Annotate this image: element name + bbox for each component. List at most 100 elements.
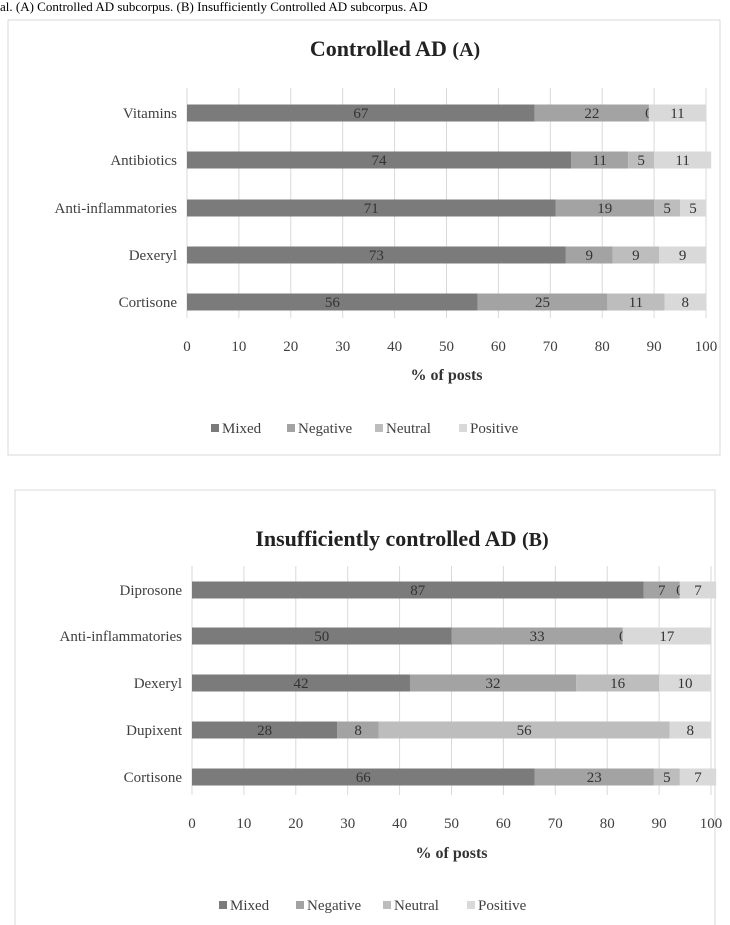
data-label: 5 xyxy=(663,770,671,786)
x-tick-label: 20 xyxy=(288,816,303,832)
legend-label: Mixed xyxy=(222,421,262,437)
data-label: 23 xyxy=(587,770,602,786)
bar-segment-negative xyxy=(409,674,577,692)
bar-segment-mixed xyxy=(192,627,452,645)
category-label: Cortisone xyxy=(119,295,178,311)
x-tick-label: 70 xyxy=(548,816,563,832)
bar-segment-positive xyxy=(679,581,717,599)
legend-swatch xyxy=(219,901,227,909)
bar-segment-positive xyxy=(679,768,717,786)
data-label: 71 xyxy=(364,201,379,217)
chart-title-text: Controlled AD xyxy=(310,36,453,61)
data-label: 11 xyxy=(629,295,643,311)
data-label: 73 xyxy=(369,248,384,264)
data-label: 16 xyxy=(610,676,626,692)
panel-insufficiently-controlled-ad: Insufficiently controlled AD (B) 0 10 20 30 4… xyxy=(14,489,723,925)
data-label: 67 xyxy=(353,106,369,122)
data-label: 11 xyxy=(675,153,689,169)
bar-segment-neutral xyxy=(628,151,655,169)
x-tick-label: 10 xyxy=(236,816,251,832)
bar-segment-mixed xyxy=(192,721,338,739)
chart-title: Controlled AD (A) xyxy=(310,36,480,61)
x-tick-label: 50 xyxy=(444,816,459,832)
legend-label: Mixed xyxy=(230,898,270,914)
bar-segment-positive xyxy=(654,151,712,169)
data-label: 5 xyxy=(663,201,671,217)
legend-label: Positive xyxy=(478,898,527,914)
bar-segment-positive xyxy=(648,104,706,122)
data-label: 9 xyxy=(632,248,640,264)
bar-segment-positive xyxy=(622,627,711,645)
data-label: 5 xyxy=(637,153,645,169)
data-label: 9 xyxy=(679,248,687,264)
data-label: 7 xyxy=(694,583,702,599)
chart-title-tag: (A) xyxy=(452,39,480,61)
bar-segment-positive xyxy=(659,246,706,264)
x-tick-label: 20 xyxy=(283,339,298,355)
x-tick-label: 40 xyxy=(387,339,402,355)
data-label: 66 xyxy=(356,770,372,786)
bar-segment-negative xyxy=(337,721,379,739)
data-label: 5 xyxy=(689,201,697,217)
legend-swatch xyxy=(211,424,219,432)
bar-segment-neutral xyxy=(654,199,681,217)
bar-segment-negative xyxy=(534,104,649,122)
category-label: Dexeryl xyxy=(129,248,177,264)
category-label: Cortisone xyxy=(124,770,183,786)
data-label: 33 xyxy=(530,629,545,645)
legend-swatch xyxy=(296,901,304,909)
data-label: 8 xyxy=(686,723,694,739)
legend-label: Neutral xyxy=(386,421,431,437)
data-label: 56 xyxy=(325,295,341,311)
chart-title-text: Insufficiently controlled AD xyxy=(255,526,522,551)
x-tick-label: 30 xyxy=(340,816,355,832)
x-tick-label: 30 xyxy=(335,339,350,355)
x-tick-label: 40 xyxy=(392,816,407,832)
bar-segment-mixed xyxy=(187,104,535,122)
bar-segment-negative xyxy=(534,768,654,786)
panel-controlled-ad: Controlled AD (A) 0 10 20 30 40 50 60 70 80 90 100 V… xyxy=(7,19,721,456)
bar-segment-neutral xyxy=(576,674,660,692)
bar-segment-positive xyxy=(669,721,711,739)
category-label: Dexeryl xyxy=(134,676,182,692)
bar-segment-mixed xyxy=(192,581,644,599)
chart-frame xyxy=(14,489,716,925)
x-axis-label: % of posts xyxy=(415,845,487,862)
bar-segment-mixed xyxy=(192,768,535,786)
data-label: 32 xyxy=(486,676,501,692)
data-label: 9 xyxy=(585,248,593,264)
bar-segment-mixed xyxy=(187,246,566,264)
category-label: Vitamins xyxy=(123,106,177,122)
data-label: 7 xyxy=(658,583,666,599)
chart-frame xyxy=(7,19,721,456)
legend-label: Negative xyxy=(298,421,352,437)
x-tick-label: 100 xyxy=(700,816,723,832)
bar-segment-mixed xyxy=(187,151,572,169)
data-label: 50 xyxy=(314,629,329,645)
legend-swatch xyxy=(287,424,295,432)
x-tick-label: 60 xyxy=(491,339,506,355)
bar-segment-mixed xyxy=(192,674,410,692)
x-tick-label: 100 xyxy=(695,339,718,355)
category-label: Dupixent xyxy=(126,723,183,739)
data-label: 25 xyxy=(535,295,550,311)
x-tick-label: 0 xyxy=(183,339,191,355)
bar-segment-negative xyxy=(477,293,608,311)
data-label: 74 xyxy=(372,153,388,169)
chart-title-tag: (B) xyxy=(522,529,549,551)
data-label: 8 xyxy=(354,723,362,739)
category-label: Diprosone xyxy=(120,583,183,599)
bar-segment-mixed xyxy=(187,199,556,217)
bar-segment-mixed xyxy=(187,293,478,311)
data-label: 10 xyxy=(678,676,693,692)
x-tick-label: 90 xyxy=(647,339,662,355)
bar-segment-negative xyxy=(571,151,629,169)
bar-segment-negative xyxy=(643,581,680,599)
data-label: 19 xyxy=(597,201,612,217)
data-label: 28 xyxy=(257,723,272,739)
category-label: Anti-inflammatories xyxy=(60,629,183,645)
x-tick-label: 90 xyxy=(652,816,667,832)
bar-segment-negative xyxy=(555,199,655,217)
bar-segment-neutral xyxy=(378,721,670,739)
